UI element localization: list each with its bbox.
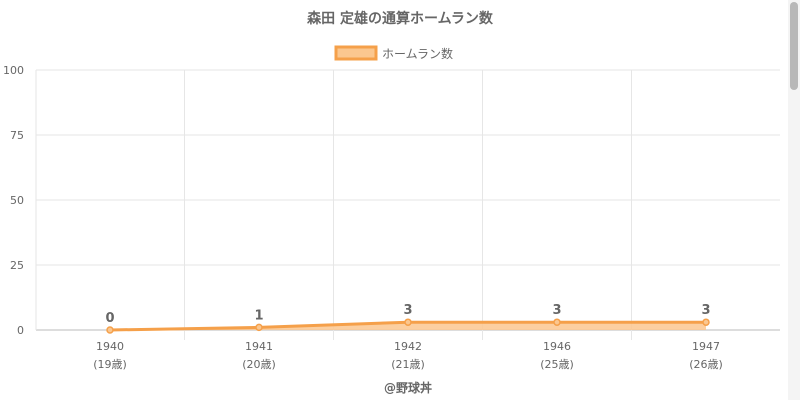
data-label: 1 — [254, 308, 263, 323]
data-labels: 0 1 3 3 3 — [105, 303, 710, 326]
x-tick-sublabel: (25歳) — [540, 358, 574, 371]
x-tick-label: 1946 — [543, 340, 571, 353]
x-tick-label: 1941 — [245, 340, 273, 353]
scrollbar-track[interactable] — [788, 0, 800, 400]
x-tick-label: 1940 — [96, 340, 124, 353]
x-tick-sublabel: (20歳) — [242, 358, 276, 371]
scrollbar-thumb[interactable] — [790, 2, 798, 90]
data-label: 3 — [552, 303, 561, 318]
y-tick-label: 0 — [17, 324, 24, 337]
legend[interactable]: ホームラン数 — [334, 45, 453, 61]
x-axis-credit: @野球丼 — [384, 380, 432, 395]
x-tick-label: 1947 — [692, 340, 720, 353]
data-label: 3 — [701, 303, 710, 318]
x-tick-label: 1942 — [394, 340, 422, 353]
data-label: 3 — [403, 303, 412, 318]
data-label: 0 — [105, 311, 114, 326]
y-axis-ticks: 0 25 50 75 100 — [3, 64, 24, 337]
legend-label: ホームラン数 — [382, 46, 453, 61]
data-point — [404, 318, 412, 326]
y-tick-label: 25 — [10, 259, 24, 272]
x-tick-sublabel: (26歳) — [689, 358, 723, 371]
data-point — [255, 323, 263, 332]
data-point — [553, 318, 561, 326]
grid — [35, 69, 780, 340]
data-point — [106, 326, 114, 334]
y-tick-label: 50 — [10, 194, 24, 207]
y-tick-label: 100 — [3, 64, 24, 77]
data-point — [702, 318, 710, 326]
x-tick-sublabel: (21歳) — [391, 358, 425, 371]
data-points — [106, 318, 710, 334]
chart-title: 森田 定雄の通算ホームラン数 — [307, 10, 494, 27]
x-tick-sublabel: (19歳) — [93, 358, 127, 371]
x-axis-ticks: 1940 (19歳) 1941 (20歳) 1942 (21歳) 1946 (25歳) 1947… — [93, 340, 723, 371]
y-tick-label: 75 — [10, 129, 24, 142]
legend-swatch — [334, 45, 378, 61]
